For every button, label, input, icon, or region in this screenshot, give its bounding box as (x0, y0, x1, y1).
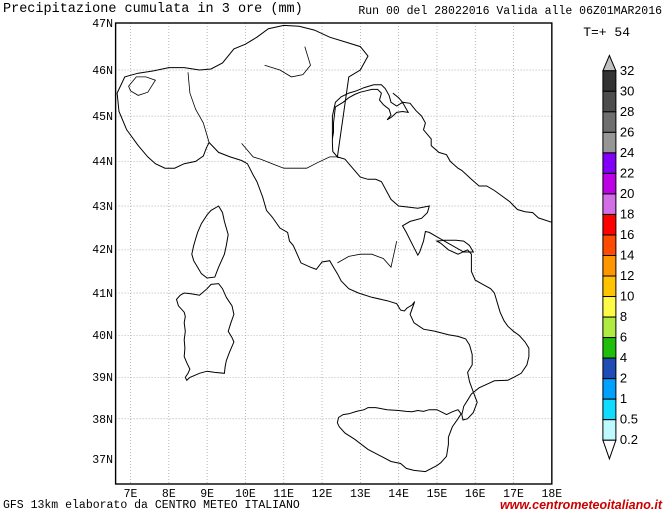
svg-text:32: 32 (620, 63, 634, 78)
svg-text:38N: 38N (92, 414, 113, 427)
svg-text:13E: 13E (350, 488, 371, 501)
svg-text:1: 1 (620, 391, 627, 406)
svg-text:2: 2 (620, 371, 627, 386)
svg-text:14: 14 (620, 248, 634, 263)
svg-text:6: 6 (620, 330, 627, 345)
svg-text:39N: 39N (92, 372, 113, 385)
svg-text:0.2: 0.2 (620, 432, 638, 447)
svg-text:45N: 45N (92, 111, 113, 124)
svg-text:47N: 47N (92, 18, 113, 31)
svg-text:24: 24 (620, 145, 634, 160)
svg-text:26: 26 (620, 124, 634, 139)
svg-text:44N: 44N (92, 156, 113, 169)
svg-text:14E: 14E (388, 488, 409, 501)
svg-text:15E: 15E (427, 488, 448, 501)
svg-text:16: 16 (620, 227, 634, 242)
svg-text:20: 20 (620, 186, 634, 201)
svg-text:0.5: 0.5 (620, 412, 638, 427)
svg-text:4: 4 (620, 350, 627, 365)
svg-text:12E: 12E (312, 488, 333, 501)
svg-text:28: 28 (620, 104, 634, 119)
svg-text:18: 18 (620, 206, 634, 221)
svg-text:37N: 37N (92, 454, 113, 467)
svg-text:40N: 40N (92, 330, 113, 343)
svg-text:22: 22 (620, 165, 634, 180)
svg-text:41N: 41N (92, 288, 113, 301)
svg-text:10: 10 (620, 289, 634, 304)
svg-text:42N: 42N (92, 244, 113, 257)
svg-text:8: 8 (620, 309, 627, 324)
svg-text:30: 30 (620, 83, 634, 98)
svg-text:46N: 46N (92, 65, 113, 78)
svg-text:43N: 43N (92, 201, 113, 214)
svg-text:12: 12 (620, 268, 634, 283)
svg-text:16E: 16E (465, 488, 486, 501)
